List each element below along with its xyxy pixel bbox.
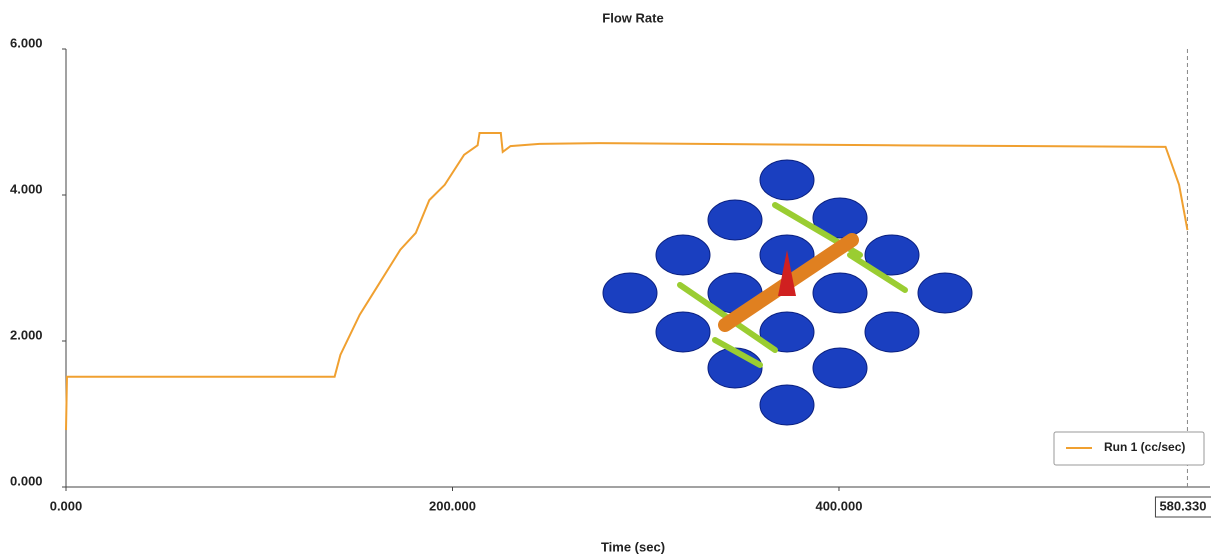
y-tick-label: 0.000 [10,473,43,488]
legend-label: Run 1 (cc/sec) [1104,440,1185,454]
x-axis-label: Time (sec) [601,539,665,554]
y-tick-label: 6.000 [10,35,43,50]
chart-title: Flow Rate [602,10,663,25]
cursor-label: 580.330 [1159,498,1206,513]
legend-box [1053,431,1205,466]
x-tick-label: 200.000 [429,498,476,513]
cursor-box [1154,496,1211,518]
x-tick-label: 0.000 [50,498,83,513]
y-tick-label: 2.000 [10,327,43,342]
mold-image [602,159,973,426]
x-tick-label: 400.000 [815,498,862,513]
line-series [65,131,1189,431]
y-tick-label: 4.000 [10,181,43,196]
